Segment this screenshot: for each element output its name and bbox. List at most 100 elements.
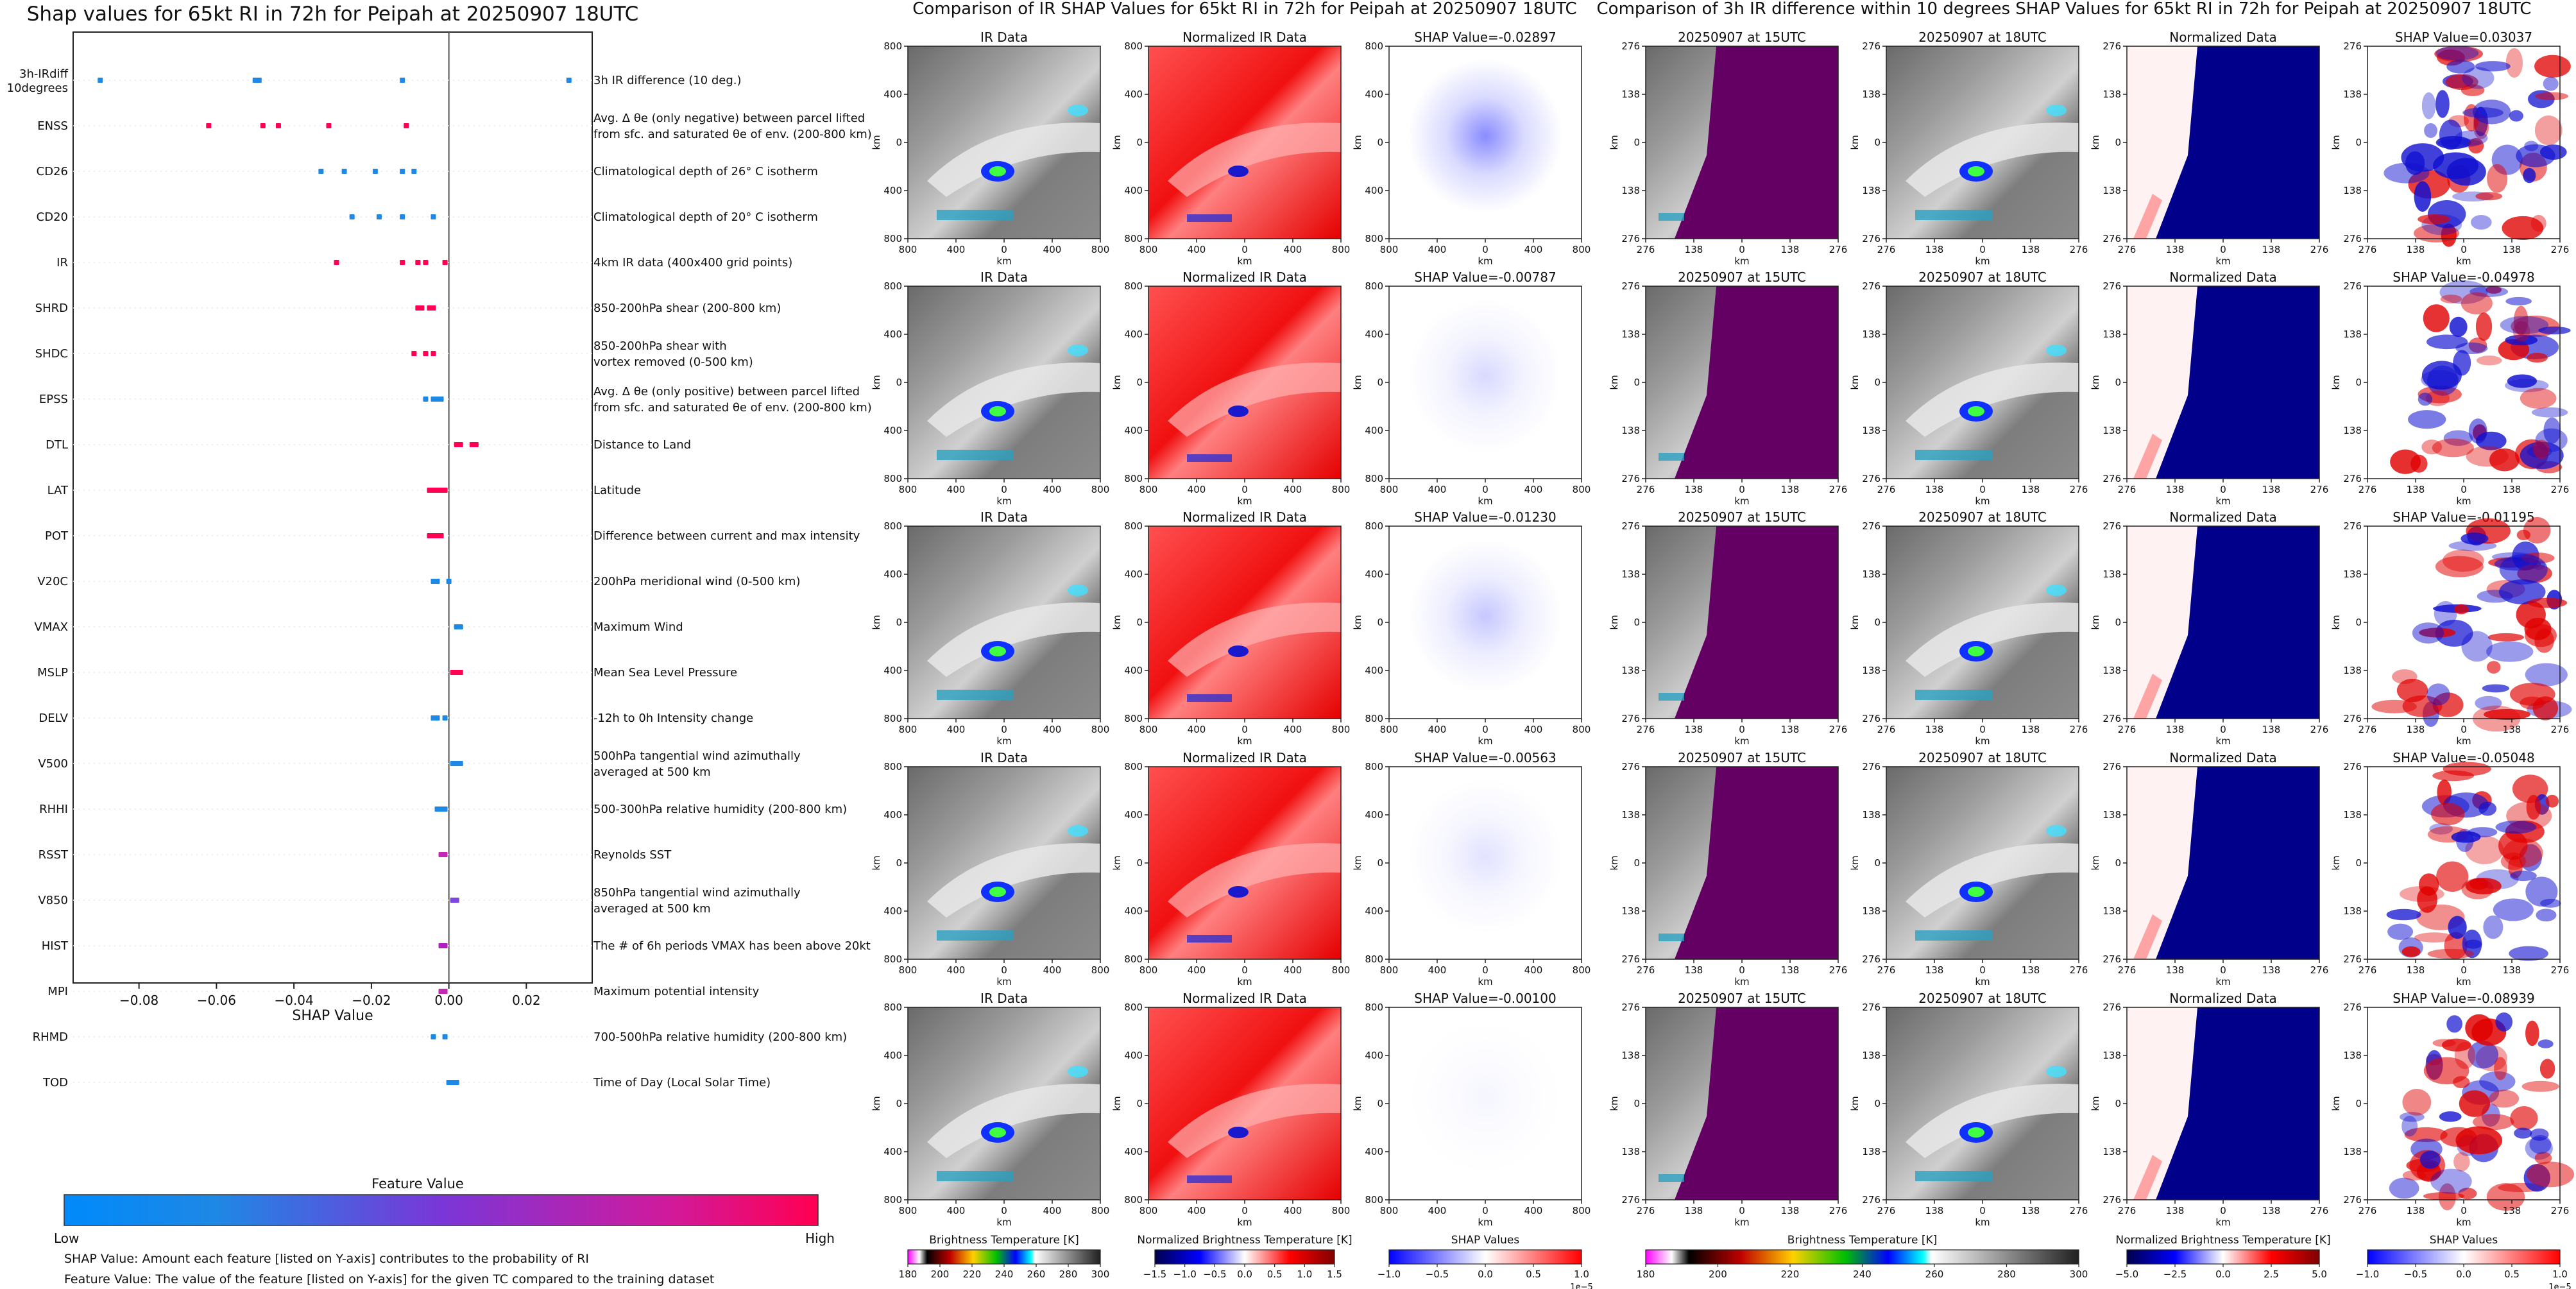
x-tick-label: 138	[2407, 1205, 2425, 1216]
x-tick-label: 138	[2407, 964, 2425, 976]
shap-point	[457, 442, 463, 447]
y-tick-label: 276	[2343, 1002, 2362, 1013]
y-tick-label: 138	[1862, 665, 1881, 676]
shap-attribution-patch	[2543, 76, 2559, 91]
x-tick-label: 800	[1139, 484, 1158, 495]
x-tick-label: 800	[1091, 724, 1110, 735]
y-tick-label: 0	[2115, 137, 2121, 148]
x-tick-label: 400	[947, 484, 966, 495]
shap-attribution-patch	[2446, 60, 2475, 74]
y-axis-label: km	[1111, 375, 1123, 389]
shap-attribution-patch	[2453, 1076, 2470, 1089]
y-tick-label: 138	[1621, 905, 1640, 917]
shap-attribution-patch	[2512, 321, 2530, 342]
y-axis-label: km	[1849, 1096, 1861, 1111]
x-tick-label: 800	[1380, 964, 1399, 976]
y-tick-label: 400	[1124, 1050, 1143, 1061]
y-tick-label: 0	[2115, 857, 2121, 869]
y-tick-label: 800	[883, 1194, 902, 1206]
x-tick-label: 276	[1877, 964, 1896, 976]
x-tick-label: 800	[1139, 1205, 1158, 1216]
y-tick-label: 0	[1377, 137, 1383, 148]
x-axis-label: km	[1734, 495, 1749, 507]
y-tick-label: 276	[2343, 280, 2362, 292]
x-tick-label: 138	[2022, 484, 2040, 495]
x-tick-label: 400	[1284, 964, 1302, 976]
panel-title: 20250907 at 18UTC	[1918, 269, 2047, 285]
y-tick-label: 0	[1874, 137, 1881, 148]
y-tick-label: 138	[2343, 89, 2362, 100]
colorbar-tick-label: 180	[1637, 1268, 1655, 1280]
shap-point	[275, 123, 281, 128]
x-tick-label: 0	[1739, 1205, 1745, 1216]
shap-attribution-patch	[2453, 604, 2469, 615]
colorbar-label: Brightness Temperature [K]	[929, 1234, 1079, 1247]
shap-attribution-patch	[2520, 388, 2557, 409]
x-tick-label: 138	[2166, 484, 2185, 495]
cold-cloud	[1068, 105, 1088, 116]
shap-point	[438, 852, 444, 857]
cloud-band	[927, 363, 1100, 437]
y-tick-label: 800	[1124, 40, 1143, 52]
shap-attribution-patch	[2470, 214, 2492, 230]
x-tick-label: 400	[1524, 244, 1543, 255]
shap-attribution-patch	[2441, 223, 2457, 247]
convection-core-inner	[989, 406, 1006, 416]
x-tick-label: 276	[2070, 724, 2088, 735]
shap-point	[434, 397, 440, 402]
x-tick-label: 276	[2310, 244, 2329, 255]
plot-frame	[73, 31, 593, 984]
feature-description-label: 500hPa tangential wind azimuthally	[593, 749, 801, 763]
x-tick-label: 400	[1428, 1205, 1447, 1216]
y-tick-label: 800	[1124, 473, 1143, 484]
shap-attribution-patch	[2514, 1127, 2532, 1139]
y-axis-label: km	[871, 135, 882, 149]
shap-attribution-patch	[2468, 1041, 2499, 1069]
colorbar-tick-label: 1.0	[1297, 1268, 1312, 1280]
feature-description-label: The # of 6h periods VMAX has been above …	[593, 939, 871, 953]
y-tick-label: 138	[2343, 568, 2362, 580]
colorbar-tick-label: −0.5	[1203, 1268, 1226, 1280]
shap-attribution-patch	[2408, 410, 2446, 429]
shap-point	[206, 123, 212, 128]
missing-data-region	[1675, 1007, 1838, 1200]
convection-core-inner	[1968, 166, 1984, 176]
y-tick-label: 276	[2343, 953, 2362, 965]
x-tick-label: 276	[1829, 1205, 1848, 1216]
colorbar-tick-label: 220	[963, 1268, 982, 1280]
panel-title: 20250907 at 18UTC	[1918, 991, 2047, 1006]
shap-attribution-patch	[2419, 873, 2439, 896]
shap-attribution-patch	[2455, 130, 2488, 146]
y-tick-label: 276	[1862, 761, 1881, 773]
x-axis-label: km	[2456, 1216, 2471, 1228]
shap-attribution-patch	[2531, 407, 2568, 418]
x-tick-label: 0	[1979, 244, 1986, 255]
y-tick-label: 0	[2115, 1098, 2121, 1109]
y-tick-label: 400	[883, 1146, 902, 1157]
y-tick-label: 138	[1862, 89, 1881, 100]
shap-attribution-patch	[2493, 898, 2534, 921]
colorbar-tick-label: 1.0	[1574, 1268, 1589, 1280]
y-tick-label: 138	[1862, 425, 1881, 436]
x-tick-label: 138	[2262, 724, 2281, 735]
cloud-band	[1168, 363, 1341, 437]
x-tick-label: 400	[1284, 724, 1302, 735]
shap-point	[454, 1080, 459, 1085]
y-tick-label: 800	[883, 40, 902, 52]
cold-cloud	[1068, 585, 1088, 596]
x-tick-label: 800	[1139, 244, 1158, 255]
shap-point	[341, 169, 347, 174]
feature-description-label: Time of Day (Local Solar Time)	[593, 1076, 771, 1089]
y-tick-label: 138	[2103, 568, 2121, 580]
x-tick-label: 400	[947, 1205, 966, 1216]
shap-point	[349, 214, 355, 219]
x-tick-label: 276	[2118, 964, 2137, 976]
shap-attribution-patch	[2507, 374, 2538, 388]
shap-attribution-patch	[2468, 337, 2487, 353]
colorbar-title: Feature Value	[371, 1176, 464, 1191]
shap-point	[411, 351, 417, 356]
shap-point	[457, 624, 463, 629]
convection-core-inner	[989, 1127, 1006, 1138]
x-tick-label: 0	[1979, 724, 1986, 735]
x-axis-label: km	[1975, 735, 1990, 747]
